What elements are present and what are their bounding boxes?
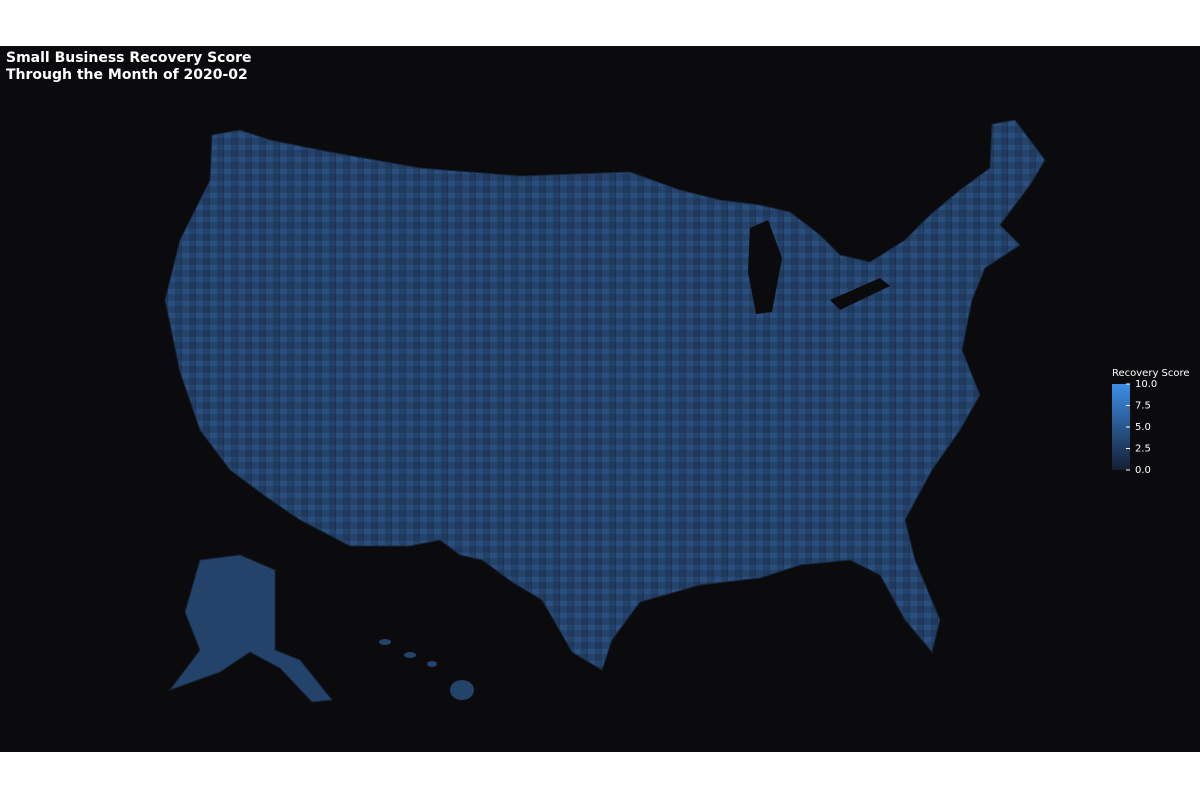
colorbar-tick-label: 0.0 [1135,465,1151,476]
map-title: Small Business Recovery Score [6,50,251,66]
colorbar-title: Recovery Score [1112,368,1190,379]
colorbar-tick-label: 5.0 [1135,422,1151,433]
colorbar-tick-label: 7.5 [1135,401,1151,412]
alaska [168,554,333,703]
lake-erie [830,278,890,310]
colorbar-tick-label: 2.5 [1135,444,1151,455]
colorbar [1112,384,1130,470]
colorbar-tick-label: 10.0 [1135,379,1157,390]
map-subtitle: Through the Month of 2020-02 [6,67,248,83]
lake-michigan [748,220,782,314]
contiguous-us [164,119,1046,671]
hawaii [379,639,474,700]
